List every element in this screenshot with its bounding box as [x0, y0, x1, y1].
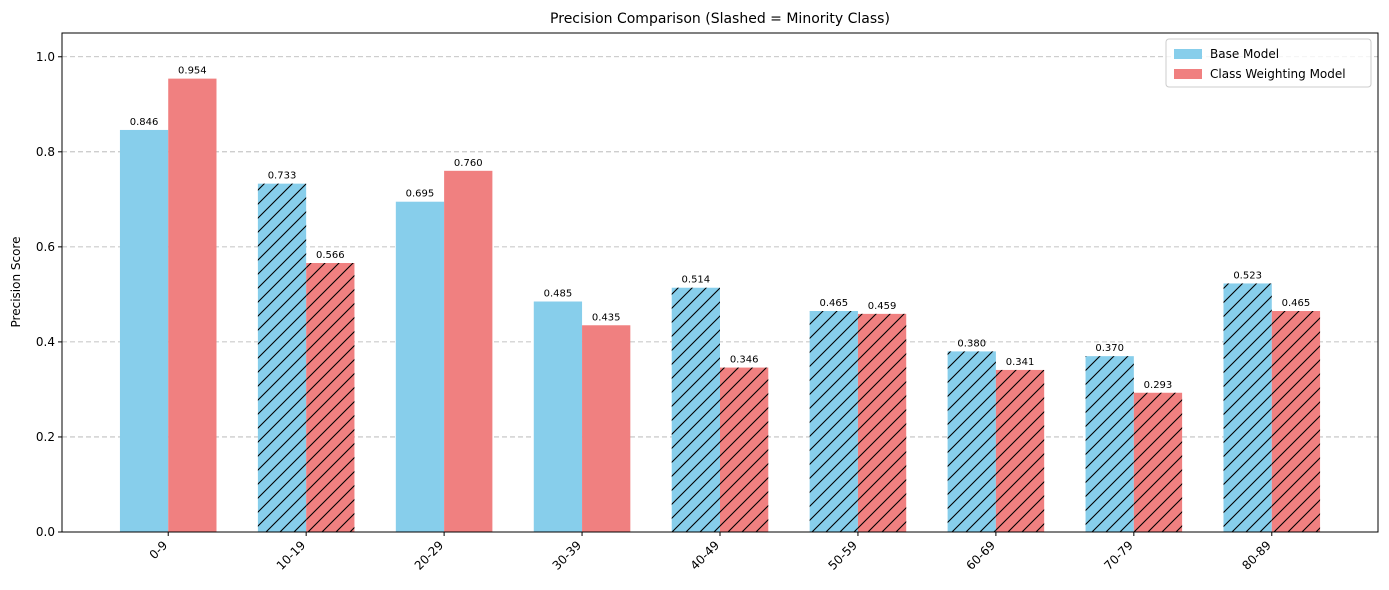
y-axis-label: Precision Score	[9, 237, 23, 328]
data-label: 0.465	[1282, 298, 1311, 309]
data-label: 0.370	[1095, 343, 1124, 354]
data-label: 0.846	[130, 117, 159, 128]
legend-swatch	[1174, 69, 1202, 79]
y-tick-label: 0.6	[36, 240, 55, 254]
data-label: 0.954	[178, 66, 207, 77]
bar	[168, 78, 217, 532]
data-label: 0.341	[1006, 357, 1035, 368]
bar-hatch	[1133, 392, 1183, 532]
x-tick-label: 10-19	[274, 538, 309, 573]
legend-box	[1165, 38, 1372, 88]
bar	[395, 201, 445, 532]
bar-hatch	[1085, 356, 1134, 532]
data-label: 0.293	[1144, 380, 1173, 391]
y-tick-label: 0.8	[36, 145, 55, 159]
data-label: 0.695	[406, 189, 435, 200]
x-tick-label: 70-79	[1101, 538, 1136, 573]
bar	[119, 129, 169, 532]
bar-hatch	[1223, 283, 1272, 532]
x-tick-label: 80-89	[1239, 538, 1274, 573]
data-label: 0.760	[454, 158, 483, 169]
y-axis-ticks: 0.0 0.2 0.4 0.6 0.8 1.0	[36, 50, 62, 539]
bar-hatch	[947, 351, 996, 532]
chart-title: Precision Comparison (Slashed = Minority…	[550, 11, 890, 27]
legend: Base Model Class Weighting Model	[1165, 38, 1372, 88]
bar-hatch	[1271, 311, 1321, 532]
x-tick-label: 30-39	[550, 538, 585, 573]
data-labels: 0.846 0.733 0.695 0.485 0.514 0.465 0.380 0.370…	[130, 66, 1310, 391]
y-tick-label: 0.4	[36, 335, 55, 349]
x-tick-label: 20-29	[412, 538, 447, 573]
bar-hatch	[857, 313, 907, 532]
x-tick-label: 60-69	[963, 538, 998, 573]
data-label: 0.733	[268, 171, 297, 182]
bar-hatch	[809, 311, 858, 532]
data-label: 0.465	[819, 298, 848, 309]
legend-swatch	[1174, 49, 1202, 59]
x-tick-label: 40-49	[688, 538, 723, 573]
x-axis-ticks: 0-9 10-19 20-29 30-39 40-49 50-59 60-69 70-79 80…	[147, 532, 1274, 573]
bar-hatch	[720, 367, 769, 532]
bar-hatch	[995, 369, 1045, 532]
bar	[533, 301, 583, 532]
y-tick-label: 0.2	[36, 430, 55, 444]
data-label: 0.435	[592, 312, 621, 323]
bar-hatch	[671, 287, 720, 532]
bar	[444, 170, 493, 533]
bar-hatch	[306, 263, 355, 532]
y-tick-label: 0.0	[36, 525, 55, 539]
y-tick-label: 1.0	[36, 50, 55, 64]
x-tick-label: 0-9	[147, 538, 171, 562]
data-label: 0.485	[544, 289, 573, 300]
data-label: 0.459	[868, 301, 897, 312]
x-tick-label: 50-59	[826, 538, 861, 573]
bars	[119, 78, 1321, 533]
bar-hatch	[257, 183, 307, 532]
data-label: 0.523	[1233, 270, 1262, 281]
legend-label: Base Model	[1210, 47, 1279, 61]
data-label: 0.346	[730, 355, 759, 366]
data-label: 0.380	[957, 338, 986, 349]
data-label: 0.566	[316, 250, 345, 261]
bar	[582, 325, 631, 532]
data-label: 0.514	[682, 275, 711, 286]
legend-label: Class Weighting Model	[1210, 67, 1346, 81]
